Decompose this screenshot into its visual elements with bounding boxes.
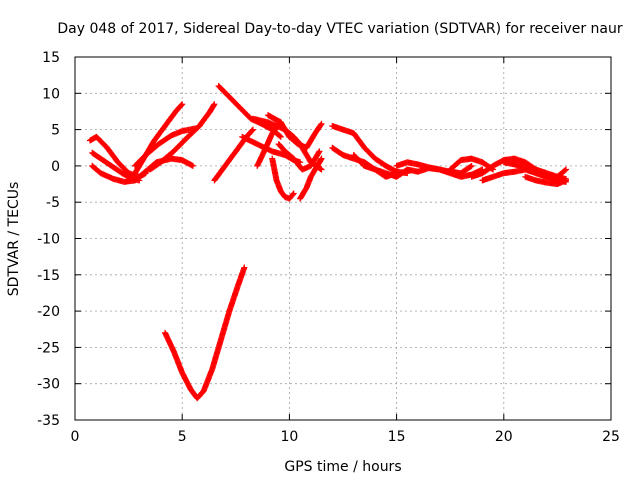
y-tick-label-10: 10 <box>42 86 60 102</box>
x-tick-label-10: 10 <box>280 429 298 445</box>
data-point <box>211 101 218 108</box>
x-tick-label-25: 25 <box>602 429 620 445</box>
x-tick-label-0: 0 <box>71 429 80 445</box>
data-point <box>562 167 569 174</box>
x-axis-label: GPS time / hours <box>284 459 401 475</box>
y-tick-label--20: -20 <box>37 304 60 320</box>
y-tick-label-0: 0 <box>51 159 60 175</box>
data-point <box>318 166 325 173</box>
data-point <box>316 148 323 155</box>
data-point <box>290 190 297 197</box>
data-point <box>241 264 248 271</box>
series-arc-6 <box>147 101 218 173</box>
data-point <box>249 127 256 134</box>
data-point <box>317 165 324 172</box>
chart-title: Day 048 of 2017, Sidereal Day-to-day VTE… <box>57 21 623 37</box>
data-point <box>562 177 569 184</box>
y-tick-labels: -35 -30 -25 -20 -15 -10 -5 0 5 10 15 <box>37 50 60 429</box>
series-arc-9 <box>211 126 256 184</box>
series-arc-15 <box>275 141 323 173</box>
series-arc-17 <box>297 155 325 202</box>
data-point <box>249 126 256 133</box>
y-axis-label: SDTVAR / TECUs <box>6 182 22 297</box>
series-arc-5 <box>132 125 201 169</box>
series-arc-22 <box>404 165 486 180</box>
data-point <box>467 163 474 170</box>
data-point <box>277 133 284 140</box>
plot-frame <box>74 56 612 421</box>
y-tick-label--5: -5 <box>46 195 60 211</box>
x-tick-labels: 0 5 10 15 20 25 <box>71 429 620 445</box>
series-arc-26 <box>500 159 569 180</box>
y-tick-label--25: -25 <box>37 340 60 356</box>
series-arc-7 <box>162 264 248 402</box>
data-point <box>277 133 283 140</box>
data-point <box>562 166 569 173</box>
series-arc-16 <box>286 120 325 151</box>
series-arc-20 <box>350 152 411 180</box>
data-point <box>315 149 322 156</box>
data-point <box>468 162 475 169</box>
x-tick-label-15: 15 <box>388 429 406 445</box>
y-tick-label--15: -15 <box>37 268 60 284</box>
series-arc-13 <box>265 112 293 140</box>
y-tick-label-15: 15 <box>42 50 60 66</box>
data-point <box>290 191 296 198</box>
x-tick-label-20: 20 <box>495 429 513 445</box>
data-point <box>318 120 325 127</box>
data-point <box>189 162 196 169</box>
y-tick-label--35: -35 <box>37 413 60 429</box>
y-tick-label-5: 5 <box>51 123 60 139</box>
y-tick-label--30: -30 <box>37 377 60 393</box>
series-arc-27 <box>522 173 569 187</box>
data-point <box>317 121 324 128</box>
data-point <box>318 155 325 162</box>
series-arc-2 <box>89 149 143 184</box>
y-tick-label--10: -10 <box>37 232 60 248</box>
data-series <box>87 83 569 402</box>
grid <box>75 57 611 420</box>
data-point <box>179 101 186 108</box>
series-arc-12 <box>254 119 284 169</box>
series-arc-14 <box>269 155 297 202</box>
x-tick-label-5: 5 <box>178 429 187 445</box>
data-point <box>178 102 185 108</box>
